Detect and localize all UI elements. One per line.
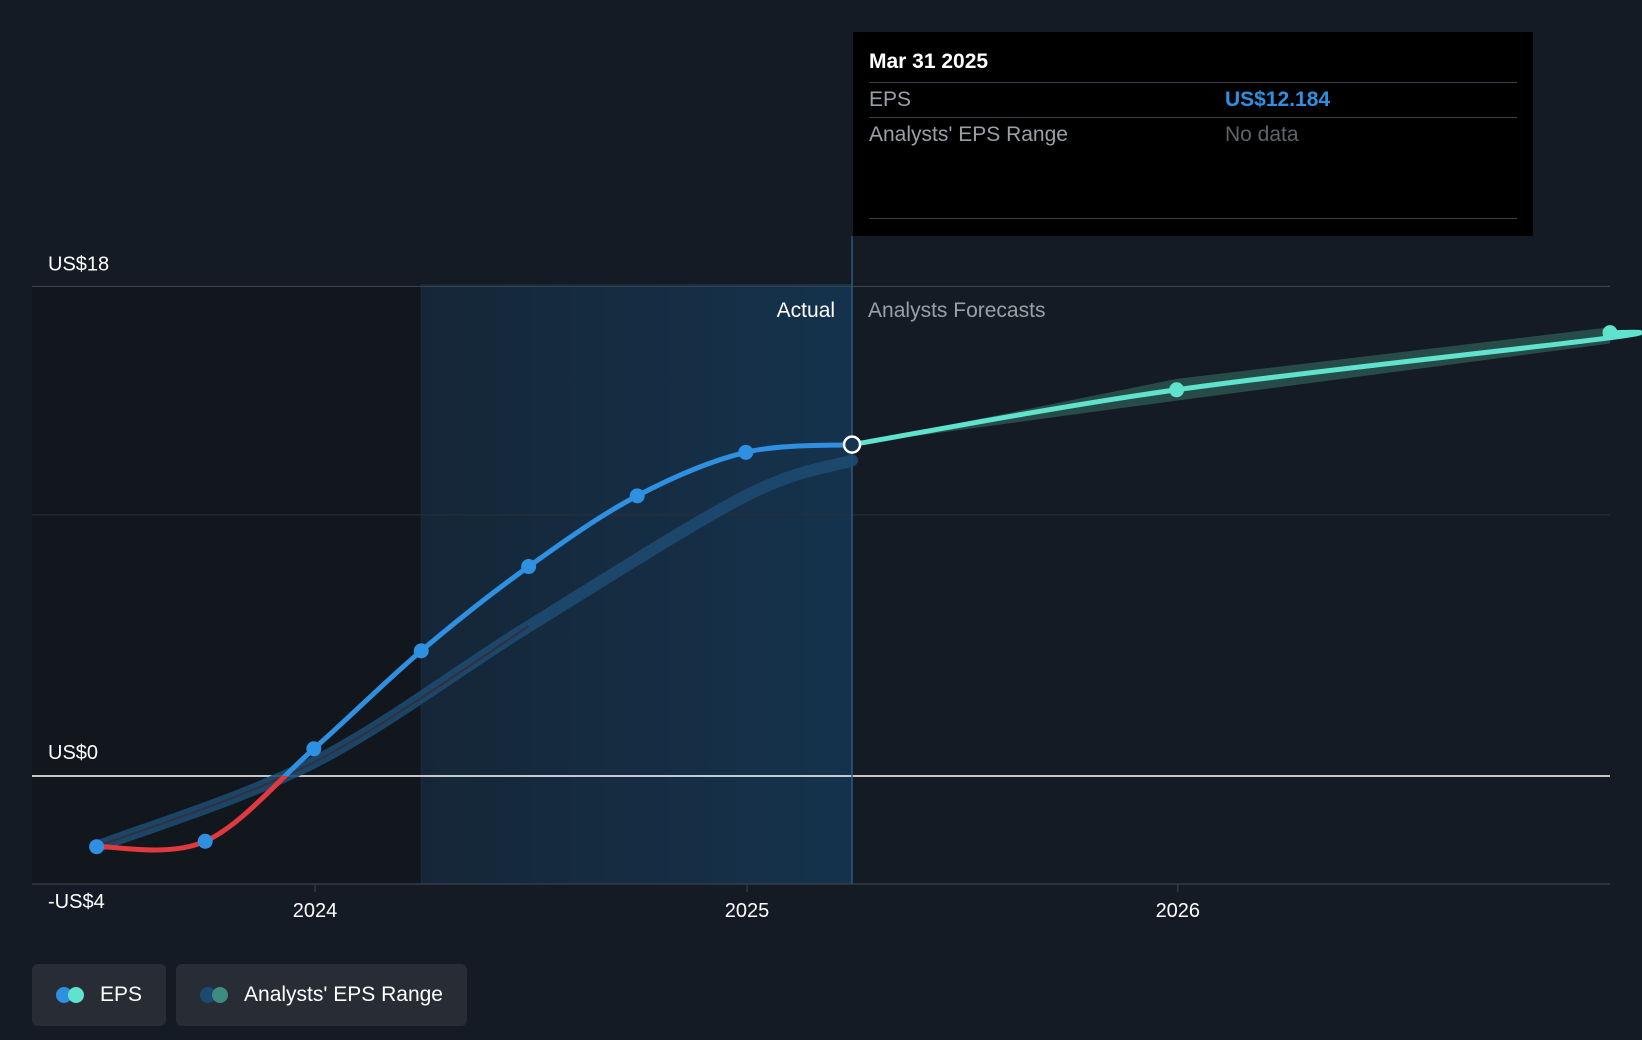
eps-point (413, 643, 429, 659)
y-tick-label: US$18 (48, 253, 109, 275)
eps-point (89, 839, 105, 855)
legend-item-eps-range[interactable]: Analysts' EPS Range (176, 964, 467, 1026)
forecast-band (852, 327, 1610, 445)
eps-point (629, 488, 645, 504)
legend-label: Analysts' EPS Range (244, 983, 443, 1006)
tooltip-date: Mar 31 2025 (869, 46, 1517, 83)
past-estimate-band-tail (96, 625, 530, 848)
forecast-point (1602, 325, 1618, 341)
eps-line-negative (94, 776, 289, 853)
y-tick-label: -US$4 (48, 891, 105, 913)
y-tick-label: US$0 (48, 742, 98, 764)
pre-actual-region (32, 284, 422, 884)
eps-point (197, 833, 213, 849)
actual-region-shade (421, 284, 853, 884)
series-lines (94, 329, 1642, 853)
tooltip-key: EPS (869, 88, 912, 111)
actual-region-label: Actual (777, 299, 835, 322)
tooltip-row-range: Analysts' EPS Range No data (869, 118, 1517, 152)
legend-swatch-icon (56, 987, 86, 1003)
legend-swatch-icon (200, 987, 230, 1003)
eps-point (521, 559, 537, 575)
tooltip-row-eps: EPS US$12.184 (869, 83, 1517, 118)
forecast-line (849, 329, 1642, 448)
legend-label: EPS (100, 983, 143, 1006)
estimate-bands (90, 327, 1610, 853)
forecast-region-label: Analysts Forecasts (868, 299, 1045, 322)
legend-item-eps[interactable]: EPS (32, 964, 167, 1026)
x-tick-label: 2024 (293, 900, 338, 922)
tooltip-key: Analysts' EPS Range (869, 123, 1068, 146)
tooltip-divider (869, 218, 1517, 219)
tooltip-value: US$12.184 (1225, 88, 1331, 111)
highlight-point (842, 435, 862, 454)
series-points (89, 325, 1618, 855)
forecast-point (1169, 382, 1185, 398)
x-tick-label: 2025 (725, 900, 770, 922)
tooltip-value: No data (1225, 123, 1299, 146)
eps-point (738, 444, 754, 460)
eps-point (306, 741, 322, 757)
eps-line-positive (281, 442, 855, 776)
x-tick-label: 2026 (1156, 900, 1201, 922)
tooltip-panel: Mar 31 2025 EPS US$12.184 Analysts' EPS … (853, 32, 1533, 236)
legend: EPS Analysts' EPS Range (32, 964, 467, 1026)
